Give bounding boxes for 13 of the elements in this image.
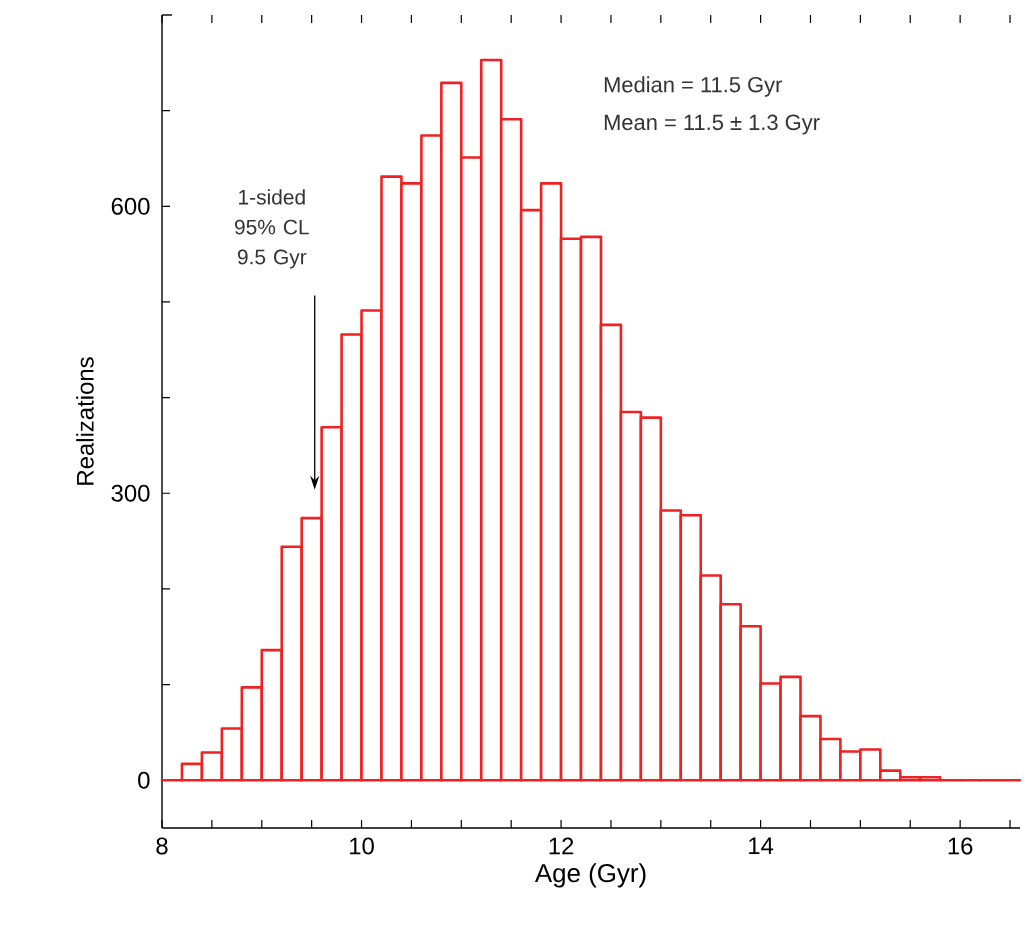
- y-axis-title: Realizations: [76, 357, 94, 485]
- annotation: 1-sided 95% CL 9.5 Gyr: [235, 189, 309, 269]
- x-tick-label: 8: [156, 837, 168, 855]
- x-tick-label: 10: [350, 837, 374, 855]
- x-tick-label: 16: [948, 837, 973, 855]
- annotation: Median = 11.5 Gyr: [604, 76, 782, 97]
- x-axis-title: Age (Gyr): [534, 863, 646, 888]
- annotation: Mean = 11.5 ± 1.3 Gyr: [604, 114, 820, 135]
- x-tick-label: 14: [749, 837, 774, 854]
- y-tick-label: 0: [138, 771, 150, 789]
- x-tick-label: 12: [549, 837, 574, 855]
- y-tick-label: 300: [111, 484, 150, 502]
- y-tick-label: 600: [111, 197, 150, 215]
